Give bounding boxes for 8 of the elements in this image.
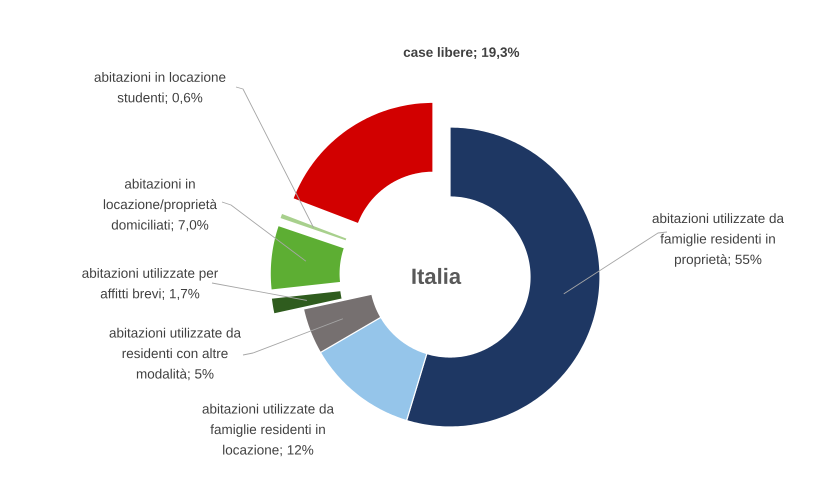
slice-label: abitazioni utilizzate da famiglie residenti in proprietà; 55% (652, 213, 784, 267)
slice-label: abitazioni utilizzate da residenti con altre modalità; 5% (110, 328, 242, 380)
slice-label: case libere; 19,3% (404, 47, 520, 59)
slice-label: abitazioni utilizzate per affitti brevi; 1,7% (82, 268, 218, 300)
slice-label: abitazioni in locazione/proprietà domiciliati; 7,0% (104, 178, 218, 232)
text: Italia (412, 268, 462, 284)
slice-label: abitazioni utilizzate da famiglie residenti in locazione; 12% (202, 404, 334, 456)
slice-label: abitazioni in locazione studenti; 0,6% (94, 72, 226, 104)
